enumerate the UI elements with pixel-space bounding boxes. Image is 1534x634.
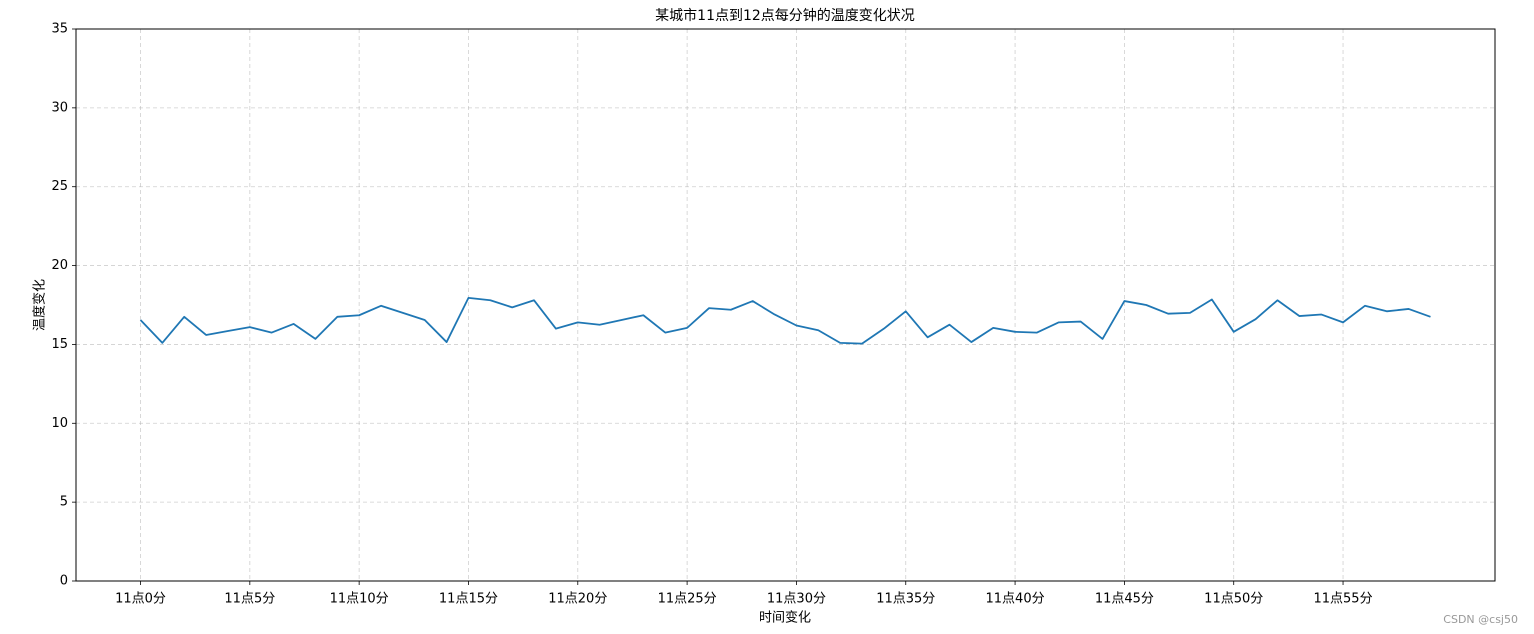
y-axis-label: 温度变化 (32, 279, 48, 331)
x-tick-label: 11点35分 (876, 592, 935, 607)
x-tick-label: 11点20分 (548, 592, 607, 607)
watermark: CSDN @csj50 (1443, 613, 1518, 626)
x-tick-label: 11点10分 (330, 592, 389, 607)
x-tick-label: 11点55分 (1313, 592, 1372, 607)
chart-title: 某城市11点到12点每分钟的温度变化状况 (655, 7, 915, 24)
x-axis-label: 时间变化 (759, 610, 811, 626)
y-tick-label: 5 (60, 495, 68, 510)
y-tick-label: 35 (51, 22, 68, 37)
y-tick-label: 20 (51, 258, 68, 273)
y-tick-label: 15 (51, 337, 68, 352)
y-tick-label: 25 (51, 179, 68, 194)
x-tick-label: 11点30分 (767, 592, 826, 607)
x-tick-label: 11点25分 (658, 592, 717, 607)
x-tick-label: 11点45分 (1095, 592, 1154, 607)
y-tick-label: 0 (60, 574, 68, 589)
x-tick-label: 11点50分 (1204, 592, 1263, 607)
y-tick-label: 30 (51, 100, 68, 115)
y-tick-label: 10 (51, 416, 68, 431)
plot-frame (75, 28, 1496, 582)
x-tick-label: 11点40分 (986, 592, 1045, 607)
x-tick-label: 11点15分 (439, 592, 498, 607)
x-tick-label: 11点5分 (224, 592, 275, 607)
line (139, 297, 1431, 345)
x-tick-label: 11点0分 (115, 592, 166, 607)
